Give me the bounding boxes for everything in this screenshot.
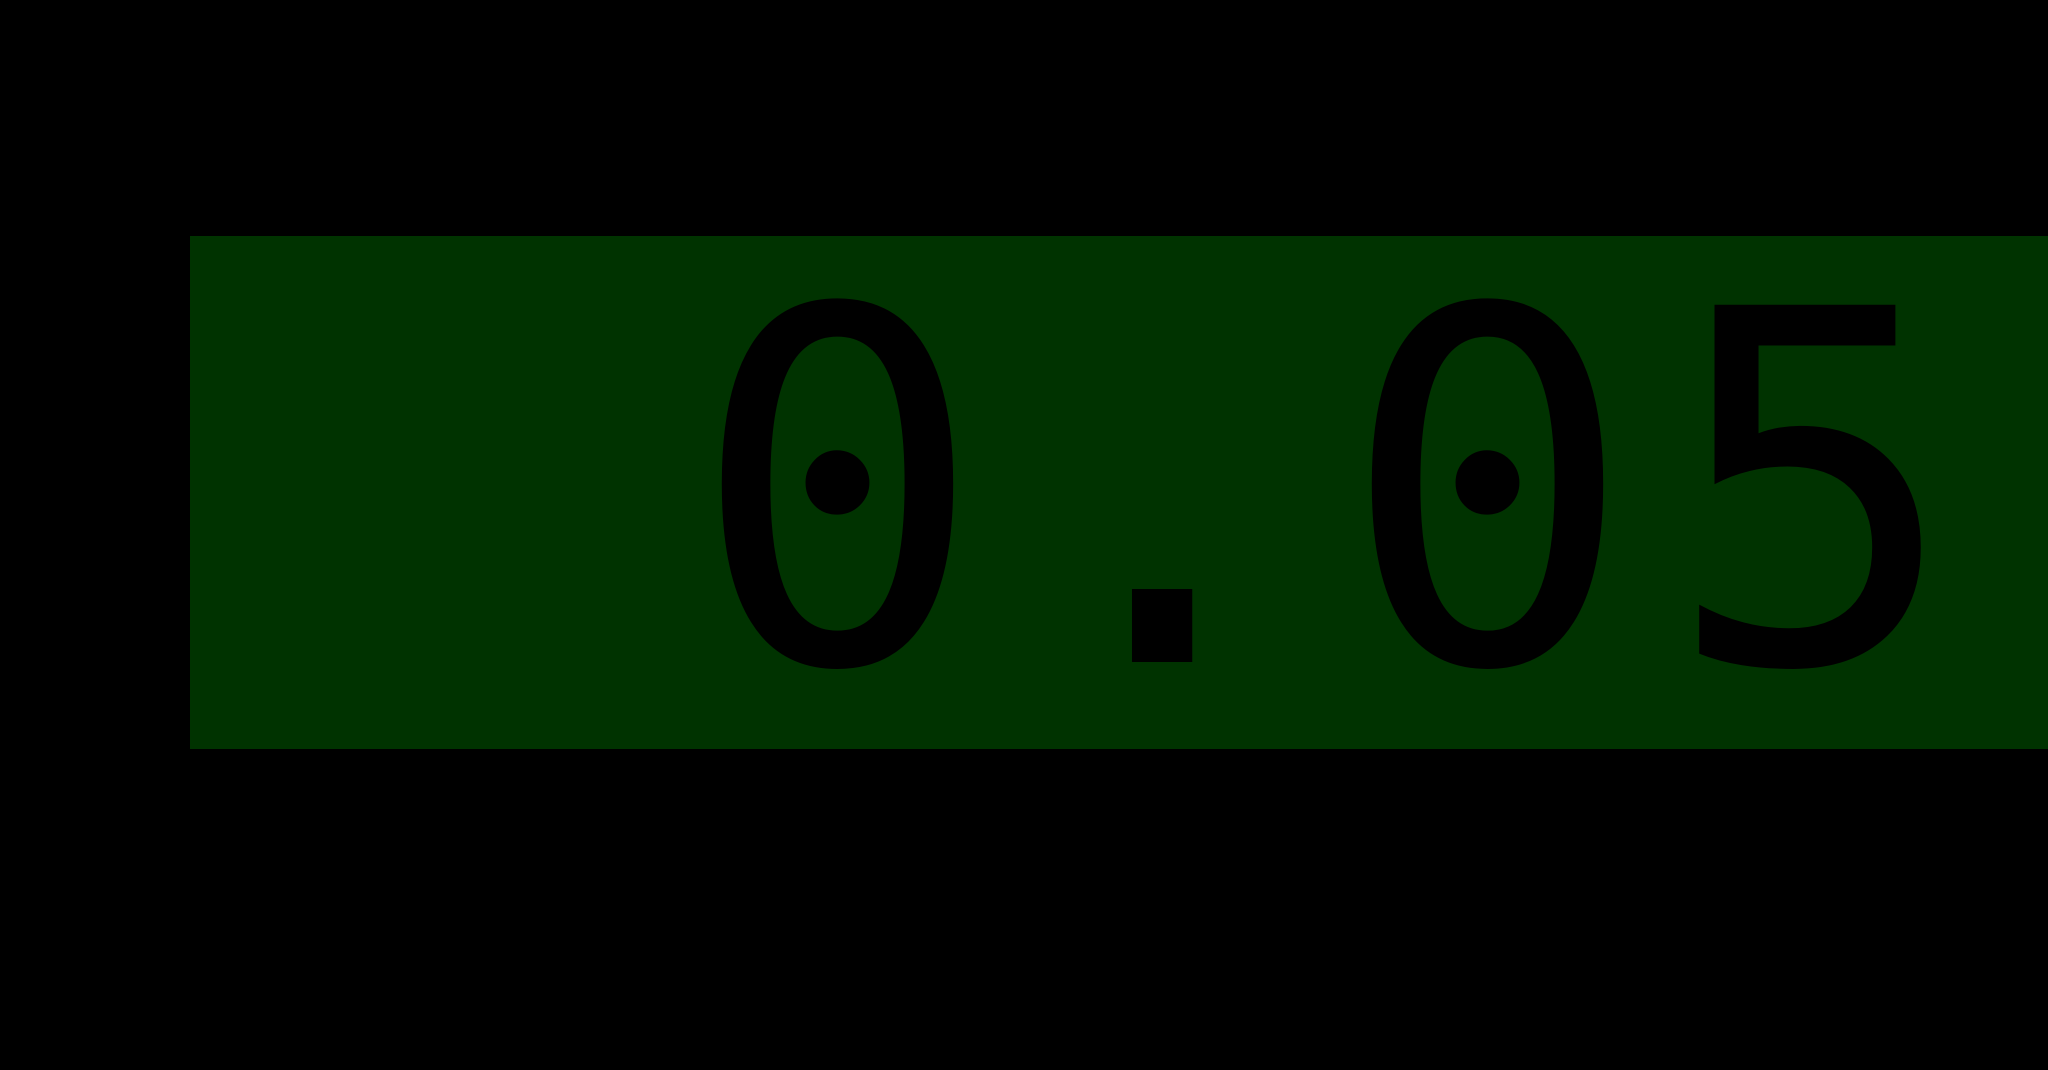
value-readout-cell: 0.05 bbox=[190, 236, 2048, 749]
value-readout: 0.05 bbox=[689, 236, 1990, 749]
